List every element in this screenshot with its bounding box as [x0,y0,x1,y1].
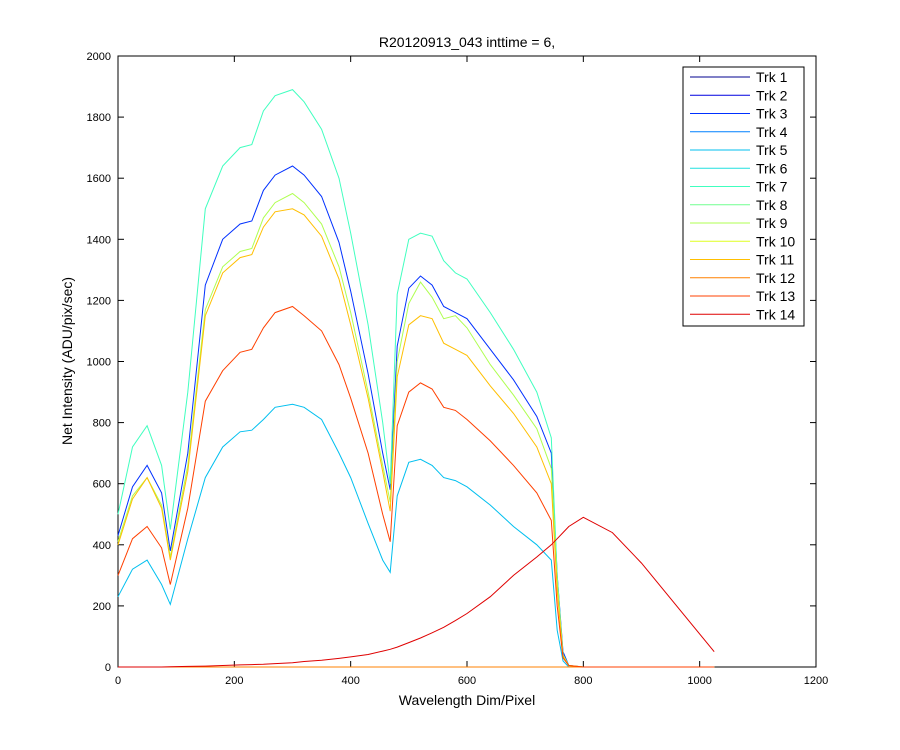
y-tick-label: 0 [105,662,111,674]
legend-label: Trk 7 [756,179,788,195]
y-tick-label: 1800 [87,112,111,124]
chart-title: R20120913_043 inttime = 6, [379,34,555,50]
x-tick-label: 400 [341,675,359,687]
legend-label: Trk 3 [756,106,788,122]
legend-label: Trk 13 [756,288,795,304]
x-tick-label: 800 [574,675,592,687]
legend-label: Trk 2 [756,87,788,103]
x-tick-label: 200 [225,675,243,687]
axis-ticks: 0 200 400 600 800 1000 1200 0 200 400 600 800 1000 12… [87,51,829,687]
series-line-trk-9 [117,192,715,668]
series-line-trk-14 [118,516,715,668]
legend-label: Trk 14 [756,306,795,322]
legend-label: Trk 6 [756,160,788,176]
x-axis-label: Wavelength Dim/Pixel [399,692,535,708]
legend-label: Trk 5 [756,142,788,158]
y-axis-label: Net Intensity (ADU/pix/sec) [59,277,75,445]
y-tick-label: 1000 [87,357,111,369]
legend-label: Trk 9 [756,215,788,231]
legend-label: Trk 8 [756,197,788,213]
x-tick-label: 600 [458,675,476,687]
y-tick-label: 200 [93,601,111,613]
legend-label: Trk 1 [756,69,788,85]
x-tick-label: 1200 [804,675,828,687]
series-line-trk-13 [117,305,715,668]
legend-label: Trk 12 [756,270,795,286]
y-tick-label: 800 [93,418,111,430]
x-tick-label: 0 [115,675,121,687]
series-line-trk-7 [117,89,715,668]
y-tick-label: 1600 [87,173,111,185]
y-tick-label: 2000 [87,51,111,63]
legend-label: Trk 10 [756,233,795,249]
legend-label: Trk 4 [756,124,788,140]
y-tick-label: 1200 [87,295,111,307]
legend-label: Trk 11 [756,252,794,268]
legend: Trk 1 Trk 2 Trk 3 Trk 4 Trk 5 Trk 6 Trk 7 Trk 8… [682,66,805,327]
legend-box [682,66,805,327]
y-tick-label: 600 [93,479,111,491]
series-line-trk-11 [117,208,715,668]
x-tick-label: 1000 [687,675,711,687]
y-tick-label: 1400 [87,234,111,246]
series-lines [117,89,715,668]
series-line-trk-5 [117,403,715,668]
y-tick-label: 400 [93,540,111,552]
